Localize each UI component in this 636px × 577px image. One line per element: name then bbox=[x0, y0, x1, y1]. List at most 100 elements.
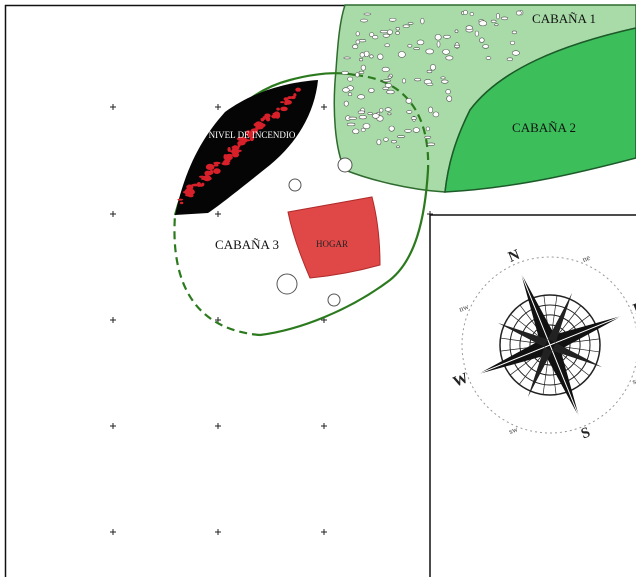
compass-e: E bbox=[631, 299, 636, 318]
burnt-fragment bbox=[205, 176, 212, 181]
stone bbox=[343, 100, 349, 107]
stone bbox=[509, 40, 516, 45]
stone bbox=[288, 178, 302, 192]
stone bbox=[342, 87, 350, 93]
burnt-fragment bbox=[244, 139, 251, 142]
grid-cross bbox=[321, 423, 327, 429]
stone bbox=[359, 58, 364, 62]
stone bbox=[395, 31, 400, 35]
stone bbox=[436, 40, 441, 48]
stone bbox=[414, 78, 422, 82]
stone bbox=[357, 94, 365, 100]
burnt-fragment bbox=[205, 172, 212, 176]
stone bbox=[355, 31, 360, 37]
cabana-3-outline-dashed bbox=[173, 214, 261, 337]
grid-cross bbox=[110, 529, 116, 535]
stone bbox=[407, 22, 414, 25]
cabana-3-outline-dashed bbox=[354, 73, 430, 171]
stone bbox=[346, 122, 356, 127]
stone bbox=[384, 82, 392, 88]
burnt-fragment bbox=[229, 150, 238, 153]
hearth bbox=[287, 196, 381, 279]
stone bbox=[441, 79, 449, 84]
burnt-fragment bbox=[201, 177, 206, 180]
burnt-fragment bbox=[227, 146, 231, 152]
stone bbox=[384, 43, 390, 48]
stone bbox=[445, 89, 451, 95]
stone bbox=[355, 39, 360, 45]
stone bbox=[402, 78, 407, 84]
stone bbox=[490, 19, 497, 23]
burnt-fragment bbox=[221, 161, 230, 166]
stone bbox=[478, 20, 488, 27]
stone bbox=[446, 95, 453, 102]
grid-cross bbox=[110, 104, 116, 110]
stone bbox=[425, 126, 430, 132]
stone bbox=[413, 47, 420, 50]
stone bbox=[425, 48, 434, 55]
stone bbox=[387, 112, 392, 116]
stone bbox=[368, 88, 375, 93]
burnt-fragment bbox=[260, 118, 265, 122]
compass-nw: nw bbox=[458, 302, 471, 314]
compass-inset bbox=[429, 214, 636, 577]
grid-cross bbox=[215, 104, 221, 110]
stone bbox=[496, 13, 500, 20]
stone bbox=[410, 116, 417, 120]
stone bbox=[445, 55, 454, 61]
grid-cross bbox=[215, 423, 221, 429]
stones bbox=[341, 9, 524, 149]
stone bbox=[379, 108, 384, 113]
stone bbox=[382, 79, 391, 83]
burnt-fragment bbox=[249, 135, 255, 142]
compass-w: W bbox=[451, 370, 471, 390]
stone bbox=[341, 70, 349, 75]
stone bbox=[406, 110, 413, 114]
stone bbox=[494, 23, 499, 27]
stone bbox=[511, 30, 517, 35]
stone bbox=[424, 135, 432, 139]
grid-cross bbox=[110, 317, 116, 323]
stone bbox=[416, 39, 425, 46]
stone bbox=[367, 112, 373, 115]
cabana-3-outline bbox=[259, 169, 430, 337]
stone bbox=[362, 123, 371, 129]
stone bbox=[407, 44, 413, 48]
stone bbox=[469, 12, 474, 16]
stone bbox=[372, 113, 380, 119]
stone bbox=[402, 24, 410, 28]
stone bbox=[360, 64, 366, 71]
stone bbox=[372, 35, 379, 40]
stone bbox=[384, 107, 392, 112]
stone bbox=[388, 125, 395, 132]
stone bbox=[376, 138, 382, 146]
stone bbox=[426, 69, 433, 74]
burnt-fragment bbox=[213, 161, 221, 165]
stone bbox=[430, 64, 436, 71]
grid-cross bbox=[110, 211, 116, 217]
stone bbox=[397, 51, 406, 58]
stone bbox=[347, 92, 353, 97]
compass-sw: sw bbox=[507, 424, 519, 436]
stone bbox=[369, 54, 374, 59]
stone bbox=[454, 44, 460, 49]
stone bbox=[363, 12, 372, 16]
stone bbox=[379, 30, 389, 34]
stone bbox=[396, 145, 400, 149]
stone bbox=[479, 37, 485, 43]
stone bbox=[412, 127, 420, 133]
cabana-2-area bbox=[444, 27, 636, 193]
stone bbox=[485, 56, 492, 60]
stone bbox=[358, 115, 367, 120]
stone bbox=[386, 29, 393, 35]
stone bbox=[360, 18, 368, 23]
stone bbox=[388, 17, 397, 22]
stone bbox=[377, 53, 384, 60]
stone bbox=[347, 76, 354, 82]
compass-star-highlight bbox=[477, 272, 623, 418]
burnt-fragment bbox=[265, 116, 271, 122]
burnt-fragment bbox=[295, 87, 301, 92]
stone bbox=[515, 10, 522, 16]
burnt-fragment bbox=[280, 106, 288, 112]
